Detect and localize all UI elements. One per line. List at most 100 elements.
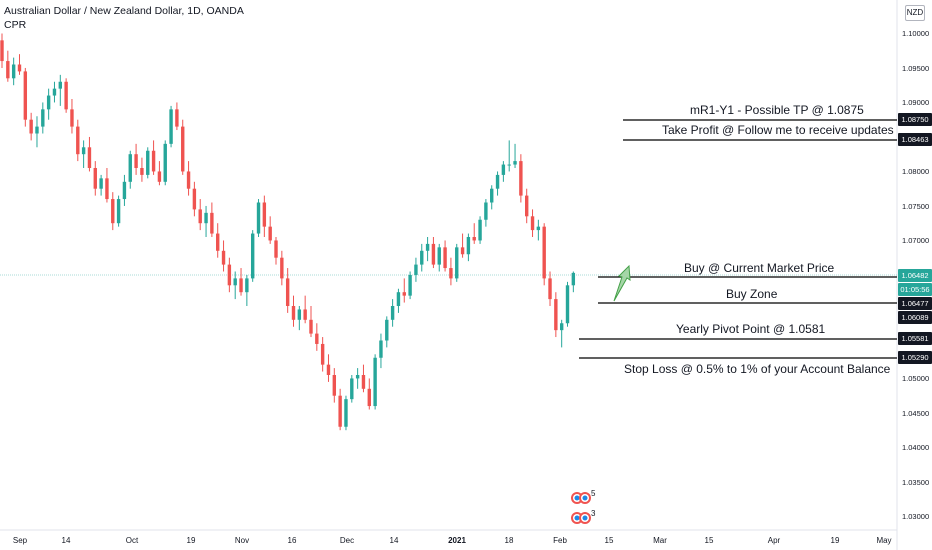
candles-layer [0,33,576,431]
candle-body [274,240,278,258]
price-tick: 1.08000 [902,167,930,176]
candle-body [157,171,162,182]
time-tick: 15 [704,536,714,545]
candle-body [250,233,255,279]
candle-body [163,143,167,182]
candle-body [425,243,430,251]
indicator-label[interactable]: CPR [4,19,27,31]
stop-annotation[interactable]: Stop Loss @ 0.5% to 1% of your Account B… [624,362,891,376]
time-tick: Oct [125,536,139,545]
candle-body [408,274,412,296]
price-label-buy: 1.06477 [898,297,932,310]
candle-body [490,188,494,203]
candle-body [530,216,535,231]
candle-body [542,226,546,279]
candle-body [565,285,570,324]
candle-body [105,178,109,200]
candle-body [536,226,541,231]
candle-body [519,161,523,196]
buy-zone-annotation[interactable]: Buy Zone [726,287,778,301]
candle-body [140,168,144,175]
candle-body [501,164,506,175]
candle-body [495,174,500,189]
candle-body [344,399,348,427]
candle-body [245,278,249,293]
candle-body [52,88,57,96]
events-count-bottom: 3 [591,509,596,518]
price-tick: 1.09500 [902,64,930,73]
follow-annotation[interactable]: Take Profit @ Follow me to receive updat… [662,123,894,137]
candle-body [472,237,476,241]
candle-body [81,147,86,155]
countdown-label: 01:05:56 [898,283,932,296]
candle-body [303,309,307,320]
candle-body [262,202,267,227]
candle-body [93,168,97,189]
pivot-annotation[interactable]: Yearly Pivot Point @ 1.0581 [676,322,826,336]
price-label-pivot: 1.05581 [898,332,932,345]
candle-body [29,119,33,134]
candle-body [554,299,558,331]
candle-body [338,395,342,427]
candle-body [233,278,237,286]
time-tick: Dec [339,536,355,545]
candle-body [58,81,62,89]
price-label-zone: 1.06089 [898,311,932,324]
price-tick: 1.10000 [902,29,930,38]
price-tick: 1.04000 [902,443,930,452]
candle-body [449,268,453,279]
price-label-follow: 1.08463 [898,133,932,146]
time-tick: 15 [604,536,614,545]
candle-body [285,278,290,306]
candle-body [291,306,296,320]
candle-body [507,164,511,166]
candle-body [350,378,354,400]
candle-body [17,64,22,72]
up-arrow-icon [613,264,631,302]
candle-body [186,171,191,189]
candle-body [221,250,226,265]
tp-annotation[interactable]: mR1-Y1 - Possible TP @ 1.0875 [690,103,864,117]
price-tick: 1.09000 [902,98,930,107]
candle-body [525,195,529,217]
price-tick: 1.07500 [902,202,930,211]
candle-body [181,126,185,172]
candle-body [297,309,302,320]
time-tick: Feb [553,536,567,545]
candle-body [151,150,156,172]
candle-body [198,209,202,224]
candle-body [87,147,92,168]
candle-body [23,71,28,120]
time-tick: 18 [504,536,514,545]
candle-body [443,247,447,269]
candle-body [484,202,488,220]
candle-body [315,333,319,344]
price-label-current: 1.06482 [898,269,932,282]
candle-body [239,278,243,293]
candle-body [0,40,4,62]
candle-body [559,323,564,331]
time-tick: 19 [830,536,840,545]
candle-body [227,264,232,286]
candle-body [41,109,45,127]
candle-body [175,109,179,127]
candle-body [355,375,360,379]
price-label-tp: 1.08750 [898,113,932,126]
candle-body [431,243,436,265]
time-tick: Mar [653,536,667,545]
candle-body [455,247,459,279]
candle-body [390,306,395,320]
buy-annotation[interactable]: Buy @ Current Market Price [684,261,835,275]
price-tick: 1.03000 [902,512,930,521]
candle-body [134,154,138,168]
price-tick: 1.05000 [902,374,930,383]
events-icon[interactable] [571,492,591,524]
candle-body [116,199,121,224]
candle-body [460,247,465,255]
candle-body [379,340,383,358]
currency-badge[interactable]: NZD [905,5,925,21]
time-tick: 14 [61,536,71,545]
candle-body [128,154,132,182]
candle-body [70,109,74,127]
